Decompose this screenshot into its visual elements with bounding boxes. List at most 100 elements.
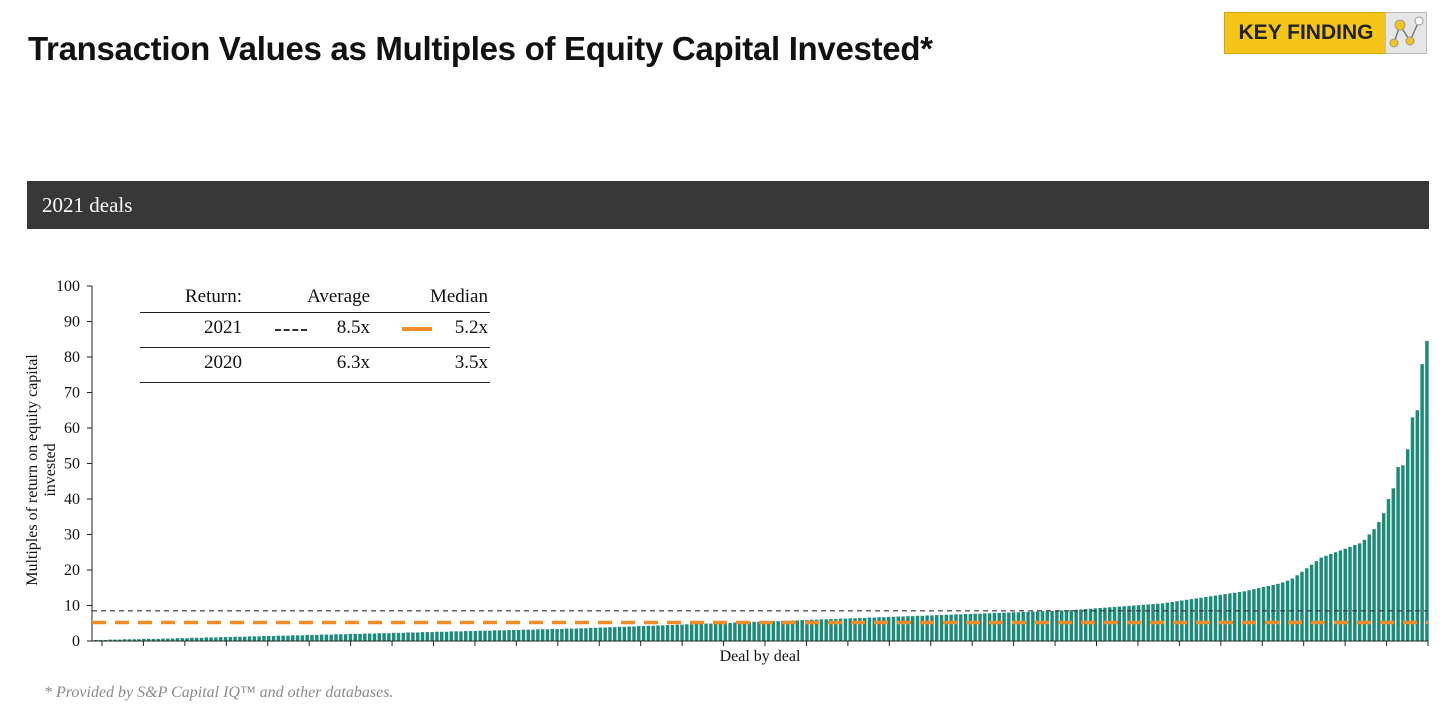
data-bar: [473, 631, 478, 641]
data-bar: [819, 619, 824, 641]
data-bar: [435, 631, 439, 641]
data-bar: [1372, 529, 1376, 641]
data-bar: [1252, 589, 1256, 641]
data-bar: [305, 634, 309, 641]
data-bar: [98, 639, 103, 641]
data-bar: [584, 628, 588, 641]
average-line-swatch: [275, 329, 307, 331]
data-bar: [103, 639, 108, 641]
legend-year: 2021: [204, 317, 242, 338]
data-bar: [536, 629, 540, 641]
data-bar: [223, 637, 228, 641]
data-bar: [598, 627, 603, 641]
data-bar: [670, 625, 675, 641]
data-bar: [502, 630, 506, 641]
legend-header-median: Median: [429, 286, 488, 307]
data-bar: [1180, 600, 1184, 641]
data-bar: [1333, 552, 1338, 641]
data-bar: [627, 626, 631, 641]
data-bar: [180, 638, 184, 641]
data-bar: [252, 636, 257, 641]
data-bar: [1290, 578, 1295, 641]
page-title: Transaction Values as Multiples of Equit…: [28, 30, 933, 67]
data-bar: [391, 632, 396, 641]
data-bar: [127, 639, 132, 641]
data-bar: [752, 621, 756, 641]
data-bar: [944, 614, 949, 641]
data-bar: [1079, 609, 1083, 641]
data-bar: [661, 625, 665, 641]
data-bar: [781, 620, 785, 641]
data-bar: [1256, 588, 1261, 641]
data-bar: [843, 618, 848, 641]
data-bar: [973, 613, 977, 641]
data-bar: [161, 638, 165, 641]
data-bar: [574, 628, 579, 641]
data-bar: [747, 622, 752, 641]
data-bar: [1295, 575, 1299, 641]
data-bar: [545, 629, 550, 641]
data-bar: [1232, 592, 1237, 641]
data-bar: [271, 636, 276, 641]
data-bar: [478, 630, 482, 641]
data-bar: [406, 632, 410, 641]
y-tick-label: 20: [64, 562, 80, 579]
data-bar: [1242, 591, 1247, 641]
data-bar: [387, 633, 391, 641]
data-bar: [300, 635, 305, 641]
data-bar: [954, 614, 958, 641]
data-bar: [175, 638, 180, 641]
data-bar: [901, 616, 905, 641]
data-bar: [1381, 513, 1386, 641]
section-banner: 2021 deals: [27, 181, 1429, 229]
data-bar: [1199, 597, 1203, 641]
y-tick-label: 90: [64, 314, 80, 331]
data-bar: [915, 615, 920, 641]
data-bar: [1247, 590, 1251, 641]
data-bar: [209, 637, 213, 641]
data-bar: [1021, 611, 1025, 641]
data-bar: [1141, 604, 1146, 641]
data-bar: [190, 637, 194, 641]
data-bar: [1305, 568, 1309, 641]
data-bar: [94, 639, 98, 641]
data-bar: [204, 637, 208, 641]
data-bar: [1237, 592, 1242, 641]
data-bar: [1170, 601, 1174, 641]
data-bar: [1391, 488, 1396, 641]
data-bar: [550, 628, 555, 641]
data-bar: [1367, 534, 1371, 641]
data-bar: [233, 636, 237, 641]
data-bar: [1088, 608, 1093, 641]
data-bar: [218, 637, 223, 641]
data-bar: [1405, 449, 1410, 641]
data-bar: [108, 639, 112, 641]
data-bar: [339, 634, 343, 641]
legend-median-value: 5.2x: [454, 317, 488, 338]
data-bar: [444, 631, 449, 641]
data-bar: [1425, 341, 1429, 641]
data-bar: [608, 627, 612, 641]
data-bar: [709, 623, 713, 641]
data-bar: [593, 627, 598, 641]
data-bar: [454, 631, 458, 641]
data-bar: [877, 617, 881, 641]
y-tick-label: 40: [64, 491, 80, 508]
data-bar: [1002, 612, 1006, 641]
data-bar: [949, 614, 953, 641]
legend-row-2021: 2021 8.5x 5.2x: [140, 313, 490, 348]
y-tick-label: 30: [64, 527, 80, 544]
data-bar: [1324, 555, 1328, 641]
y-tick-label: 0: [72, 633, 80, 650]
data-bar: [1165, 602, 1170, 641]
data-bar: [488, 630, 492, 641]
data-bar: [363, 633, 367, 641]
data-bar: [1300, 571, 1304, 641]
data-bar: [358, 633, 362, 641]
data-bar: [1415, 410, 1420, 641]
data-bar: [1386, 499, 1391, 641]
legend-median-value: 3.5x: [454, 352, 488, 373]
data-bar: [247, 636, 252, 641]
data-bar: [521, 629, 526, 641]
data-bar: [757, 621, 761, 641]
